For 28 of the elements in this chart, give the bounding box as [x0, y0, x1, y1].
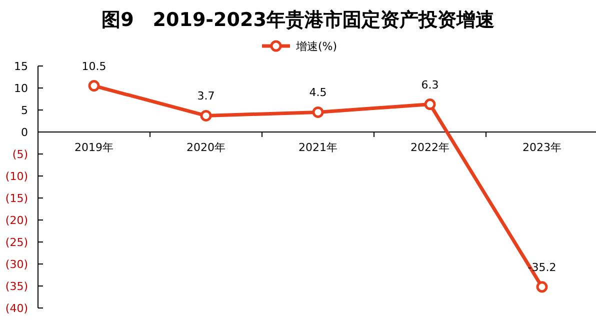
x-tick-label: 2019年 — [74, 141, 114, 154]
data-label: 6.3 — [421, 78, 439, 92]
point — [424, 98, 436, 110]
x-tick-label: 2022年 — [410, 141, 450, 154]
data-label: 4.5 — [309, 86, 327, 100]
point — [536, 281, 548, 293]
point — [200, 110, 212, 122]
legend-label: 增速(%) — [295, 40, 338, 53]
y-tick-label: (40) — [5, 302, 28, 315]
x-tick-label: 2023年 — [522, 141, 562, 154]
y-tick-label: (20) — [5, 214, 28, 227]
y-tick-label: (10) — [5, 170, 28, 183]
data-label: 3.7 — [197, 90, 215, 103]
y-tick-label: 15 — [14, 60, 28, 73]
chart-title: 图9 2019-2023年贵港市固定资产投资增速 — [102, 9, 494, 31]
y-tick-label: 0 — [21, 126, 28, 139]
y-tick-label: (35) — [5, 280, 28, 293]
y-tick-label: (15) — [5, 192, 28, 205]
x-tick-label: 2020年 — [186, 141, 226, 154]
x-tick-label: 2021年 — [298, 141, 338, 154]
y-tick-label: (5) — [12, 148, 28, 161]
data-label: 10.5 — [82, 60, 106, 73]
y-tick-label: (30) — [5, 258, 28, 271]
y-tick-label: (25) — [5, 236, 28, 249]
point — [312, 106, 324, 118]
y-tick-label: 5 — [21, 104, 28, 117]
point — [88, 80, 100, 92]
y-tick-label: 10 — [14, 82, 28, 95]
